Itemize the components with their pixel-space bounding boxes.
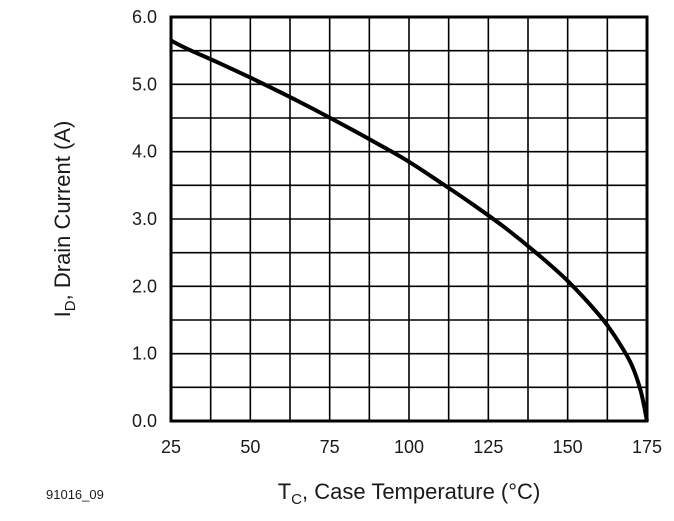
x-tick-label: 75	[320, 437, 340, 457]
x-tick-label: 25	[161, 437, 181, 457]
y-axis-title-rest: , Drain Current (A)	[50, 121, 75, 301]
x-tick-label: 50	[240, 437, 260, 457]
y-tick-label: 1.0	[132, 344, 157, 364]
y-tick-label: 0.0	[132, 411, 157, 431]
y-tick-labels: 0.0 1.0 2.0 3.0 4.0 5.0 6.0	[132, 7, 157, 431]
curve-layer	[170, 38, 649, 422]
y-tick-label: 3.0	[132, 209, 157, 229]
x-tick-label: 175	[632, 437, 662, 457]
x-axis-title-rest: , Case Temperature (°C)	[302, 479, 540, 504]
grid	[171, 17, 647, 421]
x-axis-title: TC, Case Temperature (°C)	[278, 479, 541, 508]
y-tick-label: 4.0	[132, 142, 157, 162]
figure-id: 91016_09	[46, 487, 104, 502]
x-axis-title-sub: C	[291, 491, 302, 508]
y-axis-title-main: I	[50, 311, 75, 317]
x-tick-label: 150	[553, 437, 583, 457]
y-tick-label: 6.0	[132, 7, 157, 27]
plot-frame	[169, 15, 649, 423]
y-tick-label: 5.0	[132, 74, 157, 94]
y-axis-title: ID, Drain Current (A)	[50, 121, 79, 318]
x-axis-title-main: T	[278, 479, 291, 504]
x-tick-label: 100	[394, 437, 424, 457]
y-axis-title-sub: D	[62, 300, 79, 311]
series-line-drain-current	[170, 38, 649, 422]
y-tick-label: 2.0	[132, 276, 157, 296]
x-tick-labels: 25 50 75 100 125 150 175	[161, 437, 662, 457]
x-tick-label: 125	[473, 437, 503, 457]
